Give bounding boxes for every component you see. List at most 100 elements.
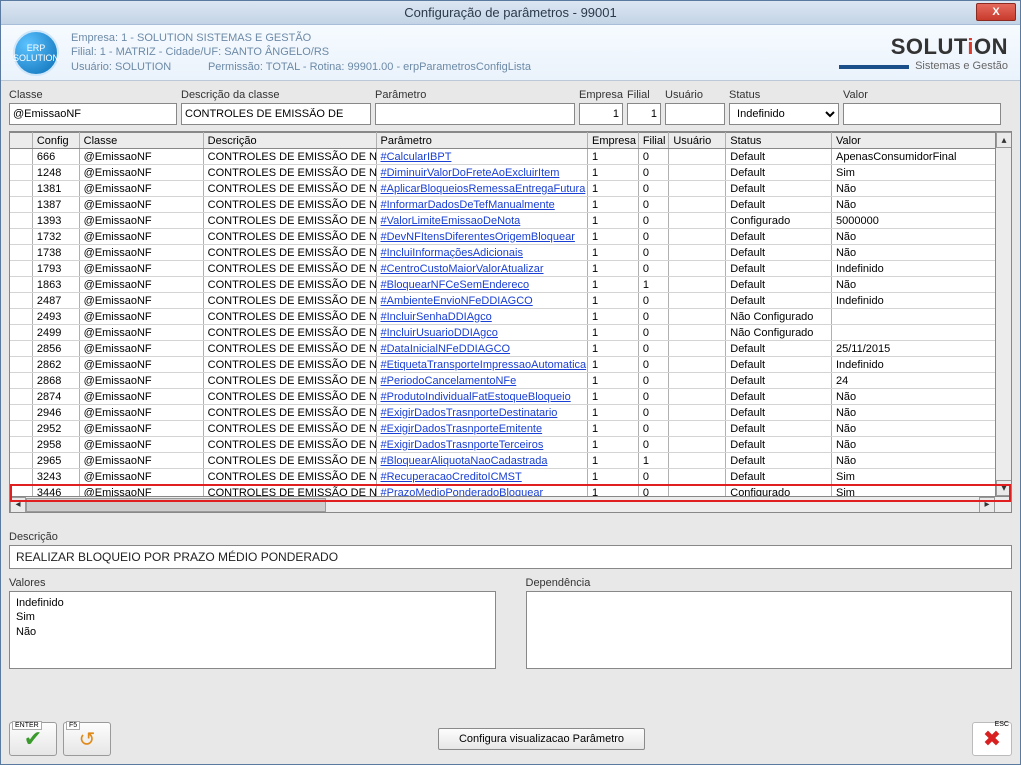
- valores-box: IndefinidoSimNão: [9, 591, 496, 669]
- param-link[interactable]: #DevNFItensDiferentesOrigemBloquear: [381, 231, 575, 243]
- param-link[interactable]: #BloquearAliquotaNaoCadastrada: [381, 455, 548, 467]
- table-row[interactable]: 1738@EmissaoNFCONTROLES DE EMISSÃO DE N#…: [10, 245, 1011, 261]
- col-status[interactable]: Status: [726, 133, 832, 149]
- dependencia-box: [526, 591, 1013, 669]
- brand-subtitle: Sistemas e Gestão: [915, 60, 1008, 72]
- window-close-button[interactable]: X: [976, 3, 1016, 21]
- close-x-icon: X: [992, 6, 999, 18]
- param-link[interactable]: #IncluirUsuarioDDIAgco: [381, 327, 498, 339]
- footer-bar: ENTER ✔ F5 ↺ Configura visualizacao Parâ…: [1, 716, 1020, 764]
- table-row[interactable]: 2868@EmissaoNFCONTROLES DE EMISSÃO DE N#…: [10, 373, 1011, 389]
- window-title: Configuração de parâmetros - 99001: [404, 5, 616, 20]
- table-row[interactable]: 1393@EmissaoNFCONTROLES DE EMISSÃO DE N#…: [10, 213, 1011, 229]
- param-link[interactable]: #EtiquetaTransporteImpressaoAutomatica: [381, 359, 587, 371]
- table-row[interactable]: 2946@EmissaoNFCONTROLES DE EMISSÃO DE N#…: [10, 405, 1011, 421]
- param-link[interactable]: #CalcularIBPT: [381, 151, 452, 163]
- param-link[interactable]: #ExigirDadosTrasnporteDestinatario: [381, 407, 558, 419]
- table-row[interactable]: 2499@EmissaoNFCONTROLES DE EMISSÃO DE N#…: [10, 325, 1011, 341]
- horizontal-scrollbar[interactable]: ◂ ▸: [10, 496, 1011, 512]
- status-select[interactable]: Indefinido: [729, 103, 839, 125]
- table-row[interactable]: 1381@EmissaoNFCONTROLES DE EMISSÃO DE N#…: [10, 181, 1011, 197]
- header-strip: ERP SOLUTION Empresa: 1 - SOLUTION SISTE…: [1, 25, 1020, 81]
- scroll-up-icon[interactable]: ▴: [996, 132, 1012, 148]
- usuario-input[interactable]: [665, 103, 725, 125]
- table-row[interactable]: 2952@EmissaoNFCONTROLES DE EMISSÃO DE N#…: [10, 421, 1011, 437]
- brand-block: SOLUTiON Sistemas e Gestão: [839, 34, 1008, 72]
- valores-line: Indefinido: [16, 596, 489, 610]
- description-label: Descrição: [9, 531, 1012, 543]
- param-link[interactable]: #ProdutoIndividualFatEstoqueBloqueio: [381, 391, 571, 403]
- param-link[interactable]: #IncluiInformaçõesAdicionais: [381, 247, 523, 259]
- param-link[interactable]: #PeriodoCancelamentoNFe: [381, 375, 517, 387]
- scroll-thumb[interactable]: [26, 498, 326, 512]
- parameters-window: Configuração de parâmetros - 99001 X ERP…: [0, 0, 1021, 765]
- param-link[interactable]: #BloquearNFCeSemEndereco: [381, 279, 530, 291]
- col-valor[interactable]: Valor: [831, 133, 1010, 149]
- table-row[interactable]: 2874@EmissaoNFCONTROLES DE EMISSÃO DE N#…: [10, 389, 1011, 405]
- filter-classe: Classe: [9, 89, 177, 125]
- valores-line: Sim: [16, 610, 489, 624]
- col-usuario[interactable]: Usuário: [669, 133, 726, 149]
- param-link[interactable]: #ExigirDadosTrasnporteTerceiros: [381, 439, 544, 451]
- close-circle-icon: ✖: [983, 726, 1001, 752]
- table-row[interactable]: 2965@EmissaoNFCONTROLES DE EMISSÃO DE N#…: [10, 453, 1011, 469]
- titlebar: Configuração de parâmetros - 99001 X: [1, 1, 1020, 25]
- col-filial[interactable]: Filial: [638, 133, 669, 149]
- param-link[interactable]: #ValorLimiteEmissaoDeNota: [381, 215, 521, 227]
- param-link[interactable]: #CentroCustoMaiorValorAtualizar: [381, 263, 544, 275]
- parameters-grid[interactable]: ConfigClasseDescriçãoParâmetroEmpresaFil…: [9, 131, 1012, 513]
- parametro-input[interactable]: [375, 103, 575, 125]
- scroll-left-icon[interactable]: ◂: [10, 497, 26, 513]
- col-empresa[interactable]: Empresa: [587, 133, 638, 149]
- f5-refresh-button[interactable]: F5 ↺: [63, 722, 111, 756]
- filter-row: Classe Descrição da classe Parâmetro Emp…: [1, 81, 1020, 131]
- vertical-scrollbar[interactable]: ▴ ▾: [995, 132, 1011, 496]
- table-row[interactable]: 2862@EmissaoNFCONTROLES DE EMISSÃO DE N#…: [10, 357, 1011, 373]
- table-row[interactable]: 666@EmissaoNFCONTROLES DE EMISSÃO DE N#C…: [10, 149, 1011, 165]
- valores-line: Não: [16, 625, 489, 639]
- col-config[interactable]: Config: [32, 133, 79, 149]
- configure-view-button[interactable]: Configura visualizacao Parâmetro: [438, 728, 645, 750]
- erp-logo-icon: ERP SOLUTION: [13, 30, 59, 76]
- col-parametro[interactable]: Parâmetro: [376, 133, 587, 149]
- valor-input[interactable]: [843, 103, 1001, 125]
- refresh-arrow-icon: ↺: [79, 727, 96, 752]
- param-link[interactable]: #InformarDadosDeTefManualmente: [381, 199, 555, 211]
- table-row[interactable]: 1732@EmissaoNFCONTROLES DE EMISSÃO DE N#…: [10, 229, 1011, 245]
- esc-close-button[interactable]: ESC ✖: [972, 722, 1012, 756]
- table-row[interactable]: 1387@EmissaoNFCONTROLES DE EMISSÃO DE N#…: [10, 197, 1011, 213]
- col-descricao[interactable]: Descrição: [203, 133, 376, 149]
- enter-confirm-button[interactable]: ENTER ✔: [9, 722, 57, 756]
- param-link[interactable]: #AplicarBloqueiosRemessaEntregaFutura: [381, 183, 586, 195]
- col-classe[interactable]: Classe: [79, 133, 203, 149]
- table-row[interactable]: 1863@EmissaoNFCONTROLES DE EMISSÃO DE N#…: [10, 277, 1011, 293]
- param-link[interactable]: #DataInicialNFeDDIAGCO: [381, 343, 511, 355]
- param-link[interactable]: #IncluirSenhaDDIAgco: [381, 311, 492, 323]
- table-row[interactable]: 2856@EmissaoNFCONTROLES DE EMISSÃO DE N#…: [10, 341, 1011, 357]
- scroll-right-icon[interactable]: ▸: [979, 497, 995, 513]
- scroll-down-icon[interactable]: ▾: [996, 480, 1012, 496]
- filter-status: Status Indefinido: [729, 89, 839, 125]
- filter-usuario: Usuário: [665, 89, 725, 125]
- filter-filial: Filial: [627, 89, 661, 125]
- table-row[interactable]: 2487@EmissaoNFCONTROLES DE EMISSÃO DE N#…: [10, 293, 1011, 309]
- header-info-text: Empresa: 1 - SOLUTION SISTEMAS E GESTÃO …: [71, 31, 839, 74]
- empresa-input[interactable]: [579, 103, 623, 125]
- desc-classe-input[interactable]: [181, 103, 371, 125]
- table-row[interactable]: 2493@EmissaoNFCONTROLES DE EMISSÃO DE N#…: [10, 309, 1011, 325]
- filter-empresa: Empresa: [579, 89, 623, 125]
- param-link[interactable]: #DiminuirValorDoFreteAoExcluirItem: [381, 167, 560, 179]
- param-link[interactable]: #AmbienteEnvioNFeDDIAGCO: [381, 295, 533, 307]
- filial-input[interactable]: [627, 103, 661, 125]
- table-row[interactable]: 1793@EmissaoNFCONTROLES DE EMISSÃO DE N#…: [10, 261, 1011, 277]
- valores-label: Valores: [9, 577, 496, 589]
- col-sel[interactable]: [10, 133, 32, 149]
- param-link[interactable]: #RecuperacaoCreditoICMST: [381, 471, 522, 483]
- dependencia-label: Dependência: [526, 577, 1013, 589]
- param-link[interactable]: #ExigirDadosTrasnporteEmitente: [381, 423, 543, 435]
- table-row[interactable]: 2958@EmissaoNFCONTROLES DE EMISSÃO DE N#…: [10, 437, 1011, 453]
- classe-input[interactable]: [9, 103, 177, 125]
- table-row[interactable]: 1248@EmissaoNFCONTROLES DE EMISSÃO DE N#…: [10, 165, 1011, 181]
- valores-panel: Valores IndefinidoSimNão: [9, 577, 496, 669]
- table-row[interactable]: 3243@EmissaoNFCONTROLES DE EMISSÃO DE N#…: [10, 469, 1011, 485]
